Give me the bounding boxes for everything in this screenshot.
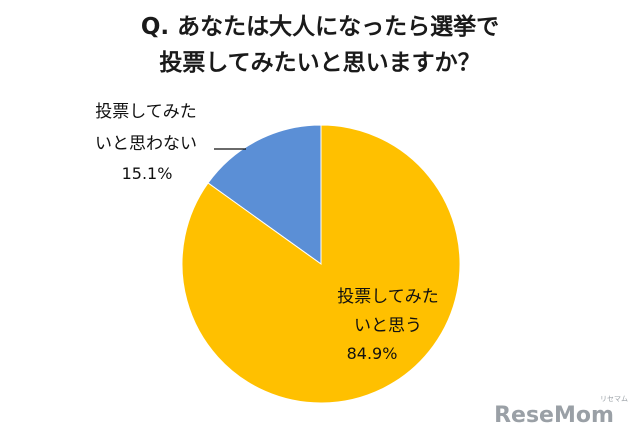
- pie-slice-want-to-vote: [181, 124, 461, 404]
- watermark-logo-text: ReseMom: [494, 403, 614, 428]
- data-label-not-want-line1: 投票してみた: [95, 102, 197, 122]
- chart-title-line1: Q. あなたは大人になったら選挙で: [141, 14, 499, 40]
- data-label-want-line2: いと思う: [354, 316, 422, 336]
- watermark-sub-text: リセマム: [600, 395, 628, 403]
- data-label-not-want-line2: いと思わない: [95, 134, 197, 154]
- data-label-not-want-percent: 15.1%: [122, 164, 173, 183]
- resemom-logo: ReseMom リセマム: [494, 395, 628, 428]
- pie-slices: [181, 124, 461, 404]
- data-label-want-percent: 84.9%: [347, 344, 398, 363]
- data-label-want-line1: 投票してみた: [337, 287, 439, 307]
- pie-slice-not-want-to-vote: [207, 124, 322, 265]
- chart-title-line2: 投票してみたいと思いますか？: [159, 50, 480, 76]
